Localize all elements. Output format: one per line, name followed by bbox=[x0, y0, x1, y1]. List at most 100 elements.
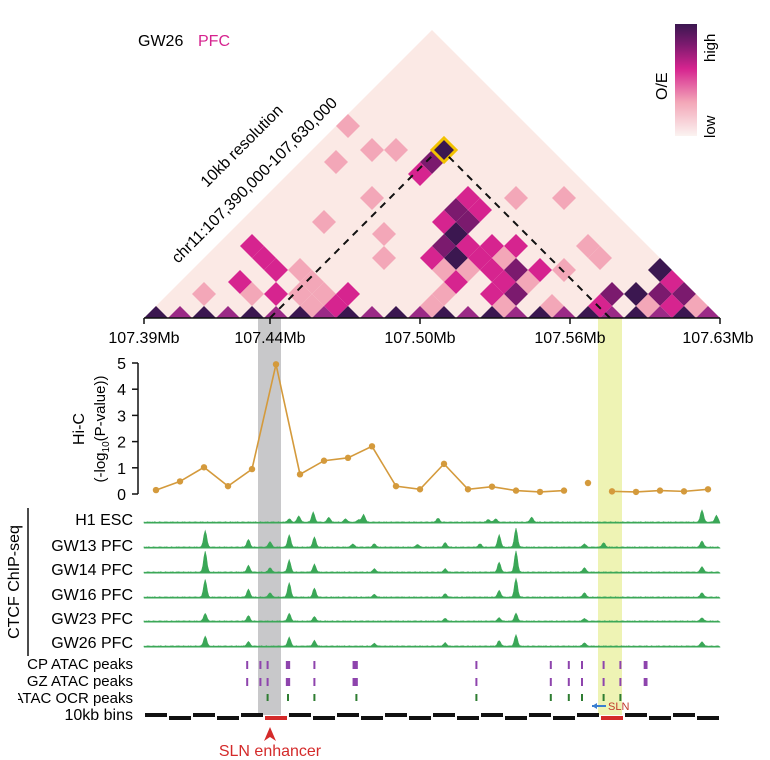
chip-signal bbox=[143, 528, 721, 549]
bin-segment bbox=[649, 716, 671, 720]
heatmap-cells bbox=[192, 114, 708, 318]
hic-y-tick-label: 4 bbox=[117, 382, 126, 399]
atac-rows bbox=[246, 661, 648, 701]
bin-segment bbox=[505, 716, 527, 720]
heatmap-cell bbox=[360, 186, 384, 210]
diagonal-cell bbox=[264, 306, 288, 318]
diagonal-cell bbox=[528, 306, 552, 318]
hic-point bbox=[224, 482, 232, 490]
diagonal-cell bbox=[672, 306, 696, 318]
atac-peak bbox=[259, 678, 262, 686]
diagonal-cells bbox=[144, 306, 720, 318]
atac-peak bbox=[619, 694, 622, 701]
chip-group-label: CTCF ChIP-seq bbox=[6, 525, 23, 639]
hic-point bbox=[656, 487, 664, 494]
atac-peak bbox=[602, 678, 605, 686]
hic-point bbox=[608, 488, 616, 495]
legend-label: O/E bbox=[654, 72, 671, 100]
tick-label-107-50: 107.50Mb bbox=[384, 330, 455, 347]
bin-segment bbox=[385, 713, 407, 717]
atac-peak bbox=[549, 678, 552, 686]
atac-label-scatac: scATAC OCR peaks bbox=[0, 690, 133, 707]
hic-y-tick-label: 5 bbox=[117, 356, 126, 373]
bin-segment bbox=[457, 716, 479, 720]
sln-gene-label: SLN bbox=[608, 701, 629, 713]
atac-peak bbox=[602, 661, 605, 669]
chip-label-gw16: GW16 PFC bbox=[51, 587, 133, 604]
hic-series-line bbox=[155, 364, 565, 493]
bin-segment bbox=[409, 716, 431, 720]
chip-signal bbox=[143, 577, 721, 599]
bin-segment bbox=[577, 713, 599, 717]
atac-peak bbox=[285, 678, 291, 686]
atac-peak bbox=[643, 678, 648, 686]
atac-peak bbox=[287, 694, 289, 701]
hic-point bbox=[248, 465, 256, 473]
atac-peak bbox=[246, 661, 249, 669]
bin-segment bbox=[241, 713, 263, 717]
bin-segment bbox=[625, 713, 647, 717]
hic-point bbox=[272, 361, 280, 368]
bin-segment bbox=[313, 716, 335, 720]
heatmap-cell bbox=[336, 282, 360, 306]
hic-point bbox=[152, 486, 160, 494]
heatmap-cell bbox=[336, 114, 360, 138]
heatmap-cell bbox=[312, 210, 336, 234]
chip-label-gw13: GW13 PFC bbox=[51, 538, 133, 555]
hic-y-tick-label: 3 bbox=[117, 408, 126, 425]
atac-peak bbox=[619, 661, 622, 669]
heatmap-cell bbox=[372, 222, 396, 246]
hic-y-tick-label: 0 bbox=[117, 487, 126, 504]
tick-label-107-56: 107.56Mb bbox=[534, 330, 605, 347]
tick-label-107-44: 107.44Mb bbox=[234, 330, 305, 347]
heatmap-cell bbox=[588, 246, 612, 270]
atac-peak bbox=[352, 661, 358, 669]
resolution-label: 10kb resolution bbox=[198, 102, 287, 191]
bin-segment bbox=[193, 713, 215, 717]
diagonal-cell bbox=[552, 306, 576, 318]
diagonal-cell bbox=[360, 306, 384, 318]
bin-segment bbox=[169, 716, 191, 720]
hic-point bbox=[584, 479, 592, 487]
diagonal-cell bbox=[312, 306, 336, 318]
hic-point bbox=[392, 482, 400, 490]
atac-peak bbox=[246, 678, 249, 686]
bin-segment bbox=[217, 716, 239, 720]
hic-y-ticks: 0 1 2 3 4 5 bbox=[117, 356, 138, 504]
heatmap-cell bbox=[360, 138, 384, 162]
atac-peak bbox=[619, 678, 622, 686]
diagonal-cell bbox=[408, 306, 432, 318]
hic-point bbox=[512, 487, 520, 494]
hic-point bbox=[560, 487, 568, 494]
heatmap-cell bbox=[240, 282, 264, 306]
atac-peak bbox=[266, 694, 269, 701]
hic-point bbox=[680, 488, 688, 495]
diagonal-cell bbox=[384, 306, 408, 318]
hic-ylabel-line2: (-log10(P-value)) bbox=[92, 376, 112, 483]
atac-peak bbox=[567, 694, 570, 701]
atac-peak bbox=[475, 694, 478, 701]
bin-segment bbox=[553, 716, 575, 720]
hic-y-tick-label: 2 bbox=[117, 435, 126, 452]
heatmap-cell bbox=[552, 186, 576, 210]
diagonal-cell bbox=[168, 306, 192, 318]
bin-segment bbox=[337, 713, 359, 717]
diagonal-cell bbox=[648, 306, 672, 318]
diagonal-cell bbox=[504, 306, 528, 318]
chip-label-gw26: GW26 PFC bbox=[51, 635, 133, 652]
atac-peak bbox=[643, 661, 648, 669]
sln-gene-arrow bbox=[592, 703, 597, 709]
atac-peak bbox=[259, 661, 262, 669]
atac-peak bbox=[352, 678, 358, 686]
bin-segment bbox=[697, 716, 719, 720]
title-stage: GW26 bbox=[138, 33, 183, 50]
hic-point bbox=[632, 488, 640, 496]
tick-label-107-39: 107.39Mb bbox=[108, 330, 179, 347]
diagonal-cell bbox=[456, 306, 480, 318]
hic-point bbox=[320, 457, 328, 464]
hic-point bbox=[704, 486, 712, 493]
atac-peak bbox=[355, 694, 358, 701]
diagonal-cell bbox=[240, 306, 264, 318]
hic-point bbox=[344, 454, 352, 462]
